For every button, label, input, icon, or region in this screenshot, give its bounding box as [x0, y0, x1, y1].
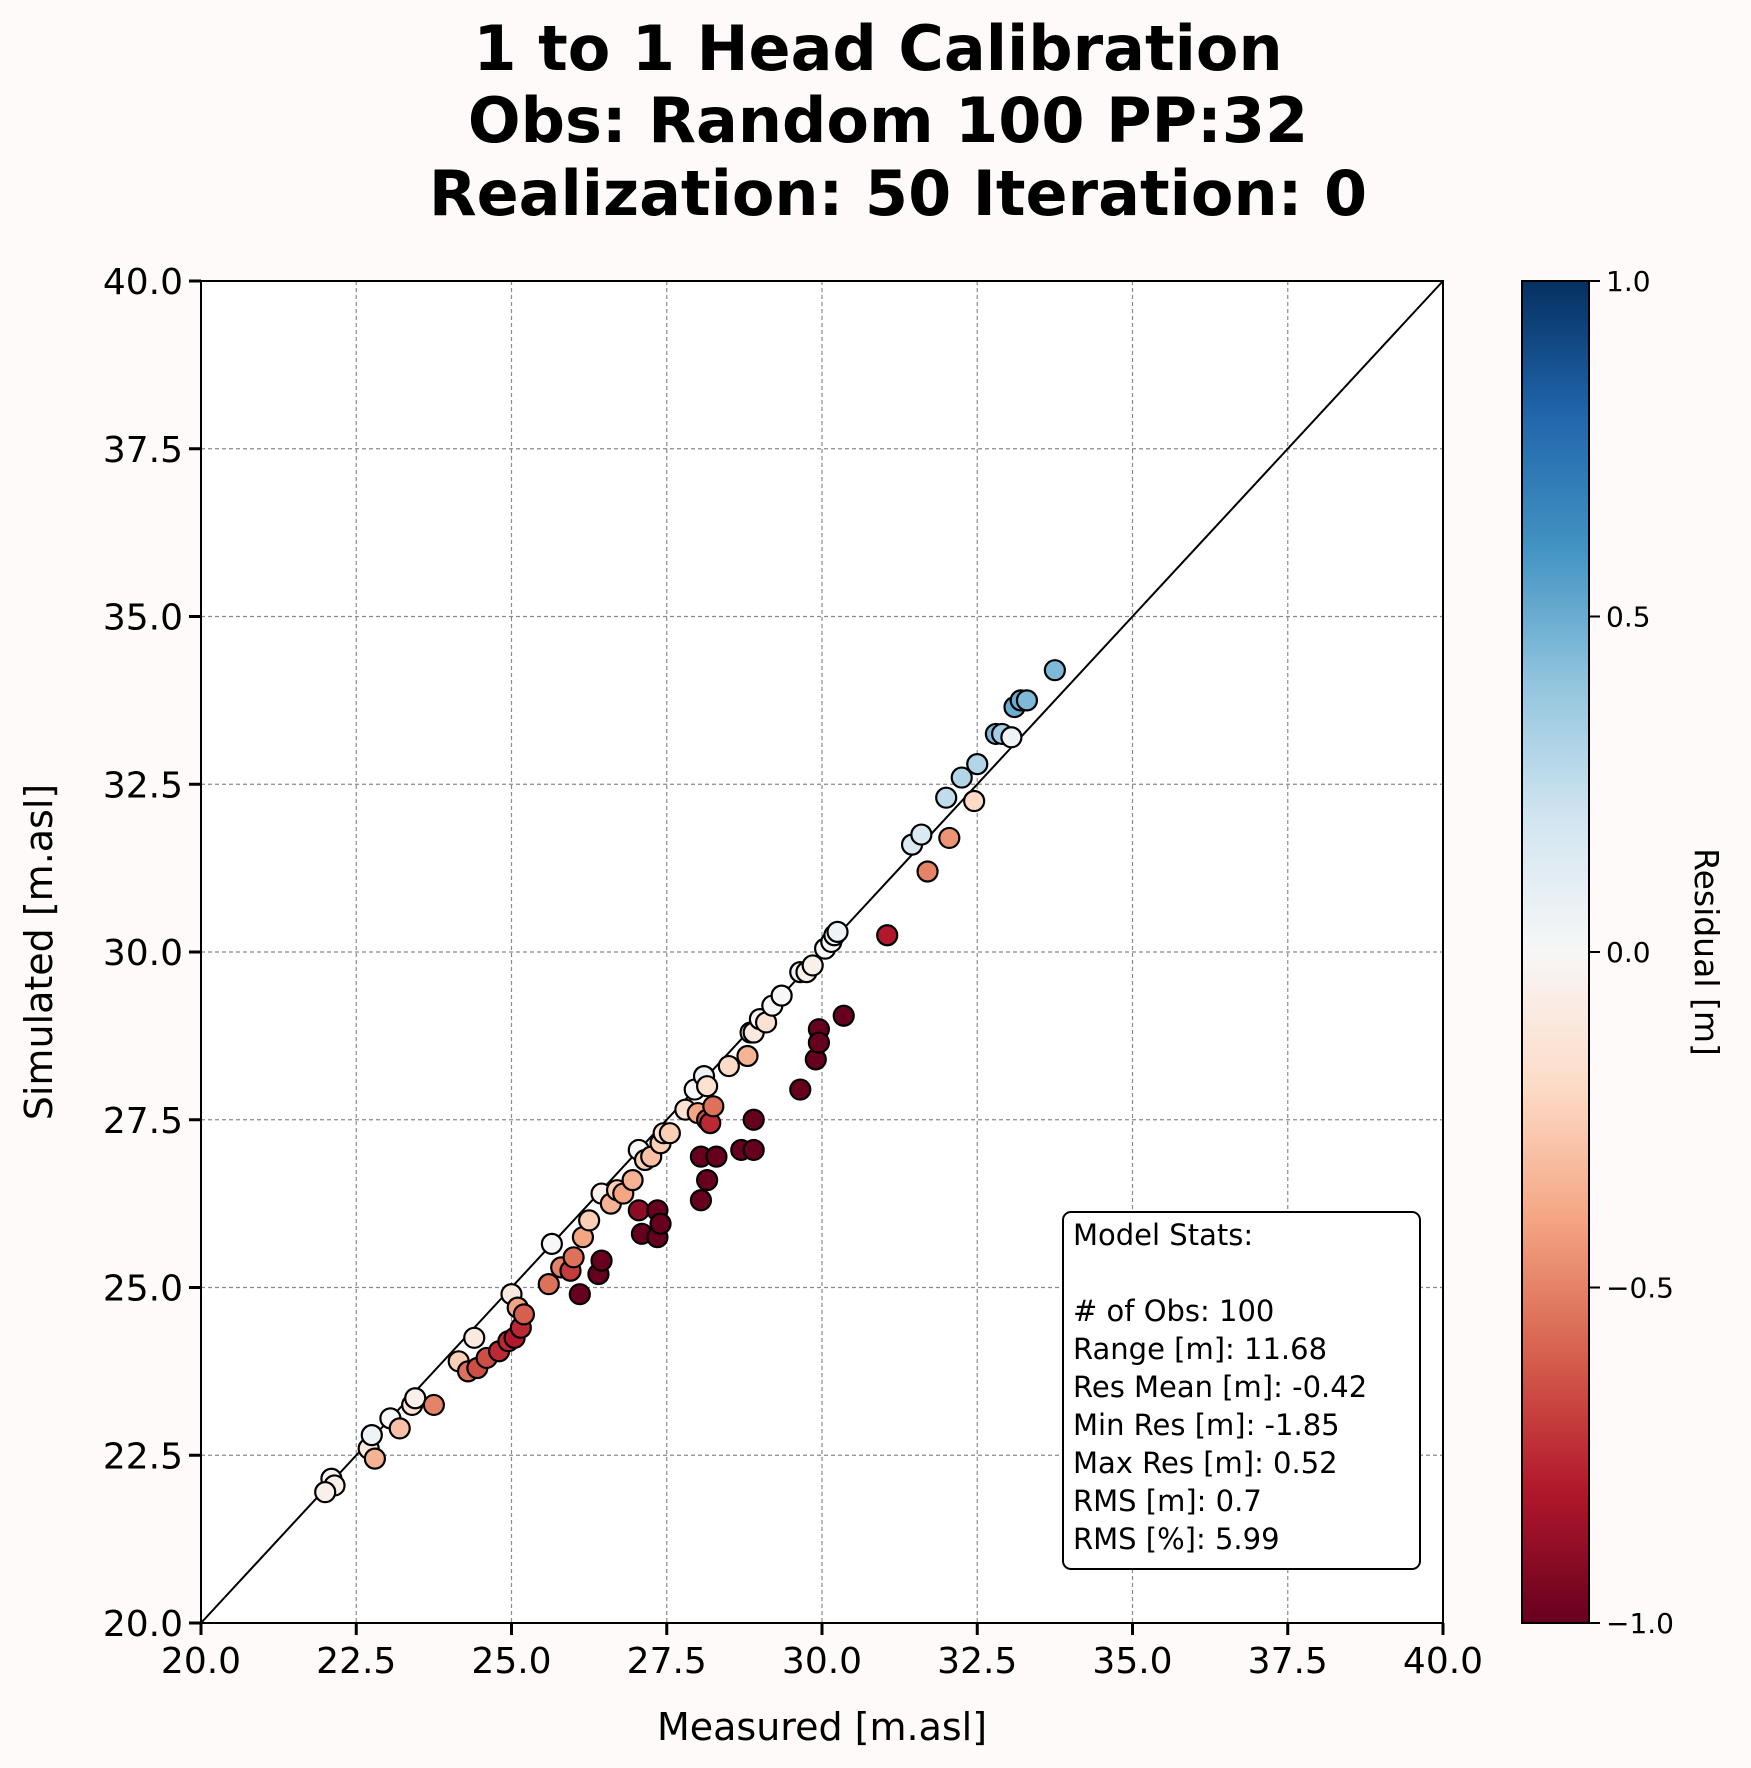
- data-point: [832, 1004, 855, 1027]
- stats-line: RMS [%]: 5.99: [1073, 1522, 1280, 1556]
- colorbar-tick-label: 0.0: [1606, 936, 1651, 969]
- colorbar-tick-label: −0.5: [1606, 1272, 1674, 1305]
- data-point: [388, 1417, 411, 1440]
- y-tick-label: 35.0: [103, 598, 183, 639]
- stats-line: Range [m]: 11.68: [1073, 1332, 1327, 1366]
- x-axis-label: Measured [m.asl]: [657, 1705, 987, 1749]
- stats-line: Max Res [m]: 0.52: [1073, 1446, 1338, 1480]
- data-point: [578, 1209, 601, 1232]
- data-point: [314, 1481, 337, 1504]
- y-axis-ticks: 20.0 22.5 25.0 27.5 30.0 32.5 35.0 37.5 40.0: [103, 262, 201, 1645]
- data-point: [463, 1326, 486, 1349]
- data-point: [540, 1232, 563, 1255]
- data-point: [717, 1054, 740, 1078]
- x-tick-label: 27.5: [627, 1641, 707, 1682]
- data-point: [696, 1075, 719, 1098]
- stats-line: RMS [m]: 0.7: [1073, 1484, 1262, 1518]
- stats-heading: Model Stats:: [1073, 1218, 1253, 1252]
- data-point: [807, 1031, 830, 1054]
- data-point: [1015, 689, 1039, 712]
- data-point: [649, 1212, 672, 1235]
- data-point: [1000, 726, 1023, 749]
- stats-line: Min Res [m]: -1.85: [1073, 1408, 1340, 1442]
- data-point: [742, 1138, 765, 1162]
- y-tick-label: 32.5: [103, 765, 183, 806]
- data-point: [789, 1078, 812, 1101]
- data-point: [966, 753, 989, 776]
- data-point: [360, 1424, 383, 1447]
- data-point: [935, 786, 958, 809]
- data-point: [938, 826, 961, 850]
- data-point: [702, 1095, 725, 1118]
- data-point: [363, 1447, 386, 1470]
- colorbar: 1.0 0.5 0.0 −0.5 −1.0 Residual [m]: [1521, 265, 1726, 1640]
- x-tick-label: 40.0: [1403, 1641, 1483, 1682]
- data-point: [910, 823, 933, 846]
- data-point: [621, 1169, 644, 1192]
- y-tick-label: 25.0: [103, 1269, 183, 1310]
- stats-line: # of Obs: 100: [1073, 1294, 1274, 1328]
- data-point: [801, 954, 824, 977]
- colorbar-label: Residual [m]: [1687, 848, 1726, 1056]
- title-line-1: 1 to 1 Head Calibration: [473, 12, 1282, 85]
- grid: [201, 281, 1443, 1623]
- data-point: [742, 1108, 765, 1131]
- x-tick-label: 32.5: [937, 1641, 1017, 1682]
- colorbar-tick-label: −1.0: [1606, 1607, 1674, 1640]
- data-point: [705, 1145, 728, 1168]
- colorbar-tick-label: 1.0: [1606, 265, 1651, 298]
- x-axis-ticks: 20.0 22.5 25.0 27.5 30.0 32.5 35.0 37.5 40.0: [161, 1623, 1483, 1682]
- data-point: [404, 1387, 427, 1410]
- data-point: [512, 1303, 536, 1326]
- y-tick-label: 27.5: [103, 1101, 183, 1142]
- colorbar-ticks: 1.0 0.5 0.0 −0.5 −1.0: [1589, 265, 1674, 1640]
- stats-box-frame: [1062, 1211, 1421, 1570]
- data-point: [950, 766, 973, 789]
- data-point: [537, 1273, 560, 1296]
- model-stats-box: Model Stats: # of Obs: 100 Range [m]: 11…: [1062, 1211, 1421, 1570]
- chart-title: 1 to 1 Head Calibration Obs: Random 100 …: [429, 12, 1367, 230]
- y-tick-label: 22.5: [103, 1436, 183, 1477]
- x-tick-label: 25.0: [471, 1641, 551, 1682]
- x-tick-label: 35.0: [1092, 1641, 1172, 1682]
- data-point: [422, 1393, 445, 1417]
- y-axis-label: Simulated [m.asl]: [17, 784, 61, 1121]
- x-tick-label: 20.0: [161, 1641, 241, 1682]
- data-point: [770, 984, 793, 1007]
- data-point: [876, 924, 899, 947]
- title-line-2: Obs: Random 100 PP:32: [468, 84, 1308, 157]
- title-line-3: Realization: 50 Iteration: 0: [429, 157, 1367, 230]
- data-point: [916, 860, 939, 883]
- data-point: [963, 789, 986, 813]
- y-tick-label: 40.0: [103, 262, 183, 303]
- y-tick-label: 30.0: [103, 933, 183, 974]
- data-point: [568, 1283, 591, 1306]
- data-point: [590, 1249, 613, 1272]
- data-point: [627, 1199, 650, 1222]
- data-point: [689, 1189, 713, 1212]
- stats-line: Res Mean [m]: -0.42: [1073, 1370, 1367, 1404]
- data-point: [736, 1044, 759, 1068]
- colorbar-tick-label: 0.5: [1606, 601, 1651, 634]
- data-points: [314, 659, 1066, 1504]
- data-point: [1043, 659, 1066, 682]
- data-point: [696, 1169, 719, 1192]
- x-tick-label: 37.5: [1248, 1641, 1328, 1682]
- data-point: [562, 1246, 585, 1269]
- data-point: [658, 1122, 681, 1145]
- y-tick-label: 37.5: [103, 430, 183, 471]
- x-tick-label: 22.5: [316, 1641, 396, 1682]
- x-tick-label: 30.0: [782, 1641, 862, 1682]
- data-point: [826, 920, 849, 943]
- colorbar-gradient: [1521, 280, 1590, 1624]
- y-tick-label: 20.0: [103, 1604, 183, 1645]
